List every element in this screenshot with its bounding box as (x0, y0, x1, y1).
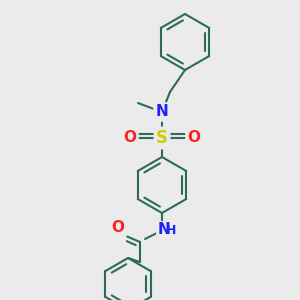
Text: O: O (112, 220, 124, 236)
Text: O: O (124, 130, 136, 146)
Text: N: N (158, 223, 170, 238)
Text: O: O (188, 130, 200, 146)
Text: H: H (166, 224, 176, 238)
Text: N: N (156, 104, 168, 119)
Text: S: S (156, 129, 168, 147)
